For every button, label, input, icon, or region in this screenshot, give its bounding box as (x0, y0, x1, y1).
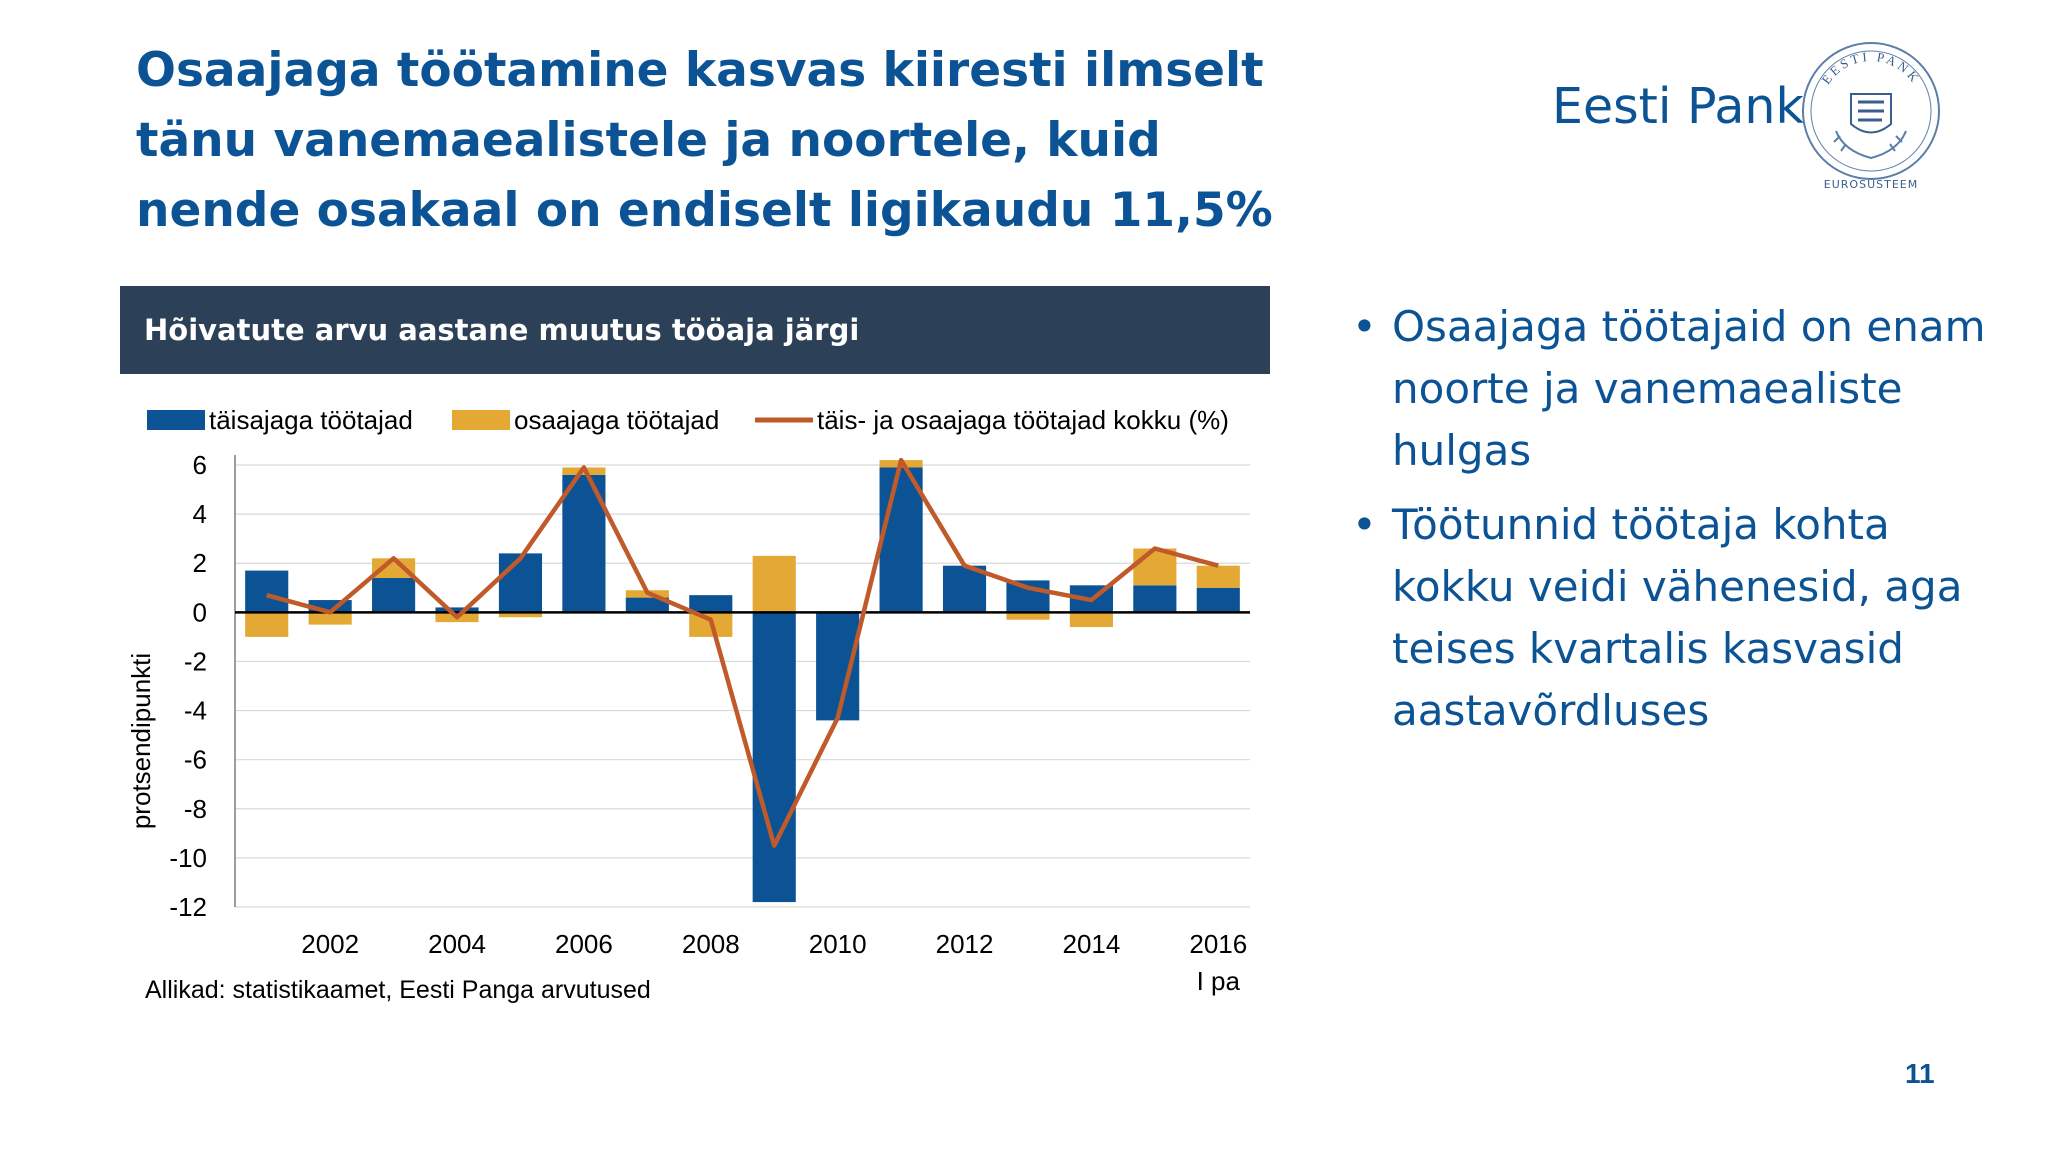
legend-label-full-time: täisajaga töötajad (209, 405, 413, 435)
bullet-text: Osaajaga töötajaid on enam noorte ja van… (1392, 302, 1986, 475)
bar-part-time (1006, 612, 1050, 620)
y-tick-label: -12 (169, 892, 207, 922)
bullet-dot-icon: • (1352, 500, 1377, 549)
bar-full-time (942, 565, 987, 613)
bar-full-time (689, 595, 733, 613)
bar-full-time (435, 607, 479, 613)
bar-full-time (879, 467, 923, 613)
x-tick-label: 2004 (428, 929, 486, 959)
legend-swatch-full-time (147, 410, 205, 430)
bar-part-time (498, 612, 543, 618)
x-tick-label: 2014 (1062, 929, 1120, 959)
y-tick-label: 6 (193, 450, 207, 480)
slide-title: Osaajaga töötamine kasvas kiiresti ilmse… (136, 43, 1273, 238)
bullet-item: • Töötunnid töötaja kohta kokku veidi väh… (1352, 494, 1992, 742)
bullet-dot-icon: • (1352, 302, 1377, 351)
chart: 6 4 2 0 -2 -4 -6 -8 -10 -12 2002 2004 2006 2008 2010 20… (126, 405, 1250, 996)
page-number: 11 (1905, 1058, 1935, 1089)
y-tick-label: 4 (193, 499, 207, 529)
x-tick-sublabel: I pa (1197, 966, 1241, 996)
bar-part-time (308, 612, 352, 625)
x-tick-label: 2006 (555, 929, 613, 959)
y-tick-label: -10 (169, 843, 207, 873)
bar-part-time (1069, 612, 1113, 628)
y-tick-label: -2 (184, 646, 207, 676)
source-note: Allikad: statistikaamet, Eesti Panga arv… (145, 976, 651, 1004)
bar-full-time (752, 612, 796, 903)
chart-title: Hõivatute arvu aastane muutus tööaja jär… (120, 286, 1270, 374)
bar-part-time (372, 558, 416, 578)
x-tick-label: 2008 (682, 929, 740, 959)
y-tick-label: 2 (193, 548, 207, 578)
legend-swatch-part-time (452, 410, 510, 430)
bar-part-time (245, 612, 289, 637)
eesti-pank-logo: EESTI PANK EUROSÜSTEEM (1802, 42, 1940, 191)
bar-full-time (245, 570, 289, 613)
y-tick-label: -6 (184, 745, 207, 775)
bar-part-time (752, 555, 796, 613)
bar-full-time (816, 612, 860, 721)
bar-full-time (1196, 587, 1240, 613)
bullet-list: • Osaajaga töötajaid on enam noorte ja va… (1352, 296, 1992, 754)
x-tick-label: 2012 (936, 929, 994, 959)
y-tick-label: 0 (193, 597, 207, 627)
logo-subtext: EUROSÜSTEEM (1824, 178, 1918, 191)
bar-part-time (1196, 565, 1240, 588)
y-tick-label: -4 (184, 696, 207, 726)
bar-full-time (1006, 580, 1050, 613)
bullet-item: • Osaajaga töötajaid on enam noorte ja va… (1352, 296, 1992, 482)
y-axis-label: protsendipunkti (126, 653, 156, 829)
brand-name: Eesti Pank (1552, 78, 1804, 135)
legend-label-total: täis- ja osaajaga töötajad kokku (%) (817, 405, 1229, 435)
legend-label-part-time: osaajaga töötajad (514, 405, 719, 435)
x-tick-label: 2002 (301, 929, 359, 959)
bar-full-time (1133, 585, 1177, 613)
bullet-text: Töötunnid töötaja kohta kokku veidi vähe… (1392, 500, 1963, 735)
bar-full-time (498, 553, 543, 613)
bar-full-time (625, 597, 669, 613)
line-total (266, 457, 1219, 848)
bar-full-time (372, 577, 416, 613)
y-tick-label: -8 (184, 794, 207, 824)
x-tick-label: 2010 (809, 929, 867, 959)
x-tick-label: 2016 (1189, 929, 1247, 959)
